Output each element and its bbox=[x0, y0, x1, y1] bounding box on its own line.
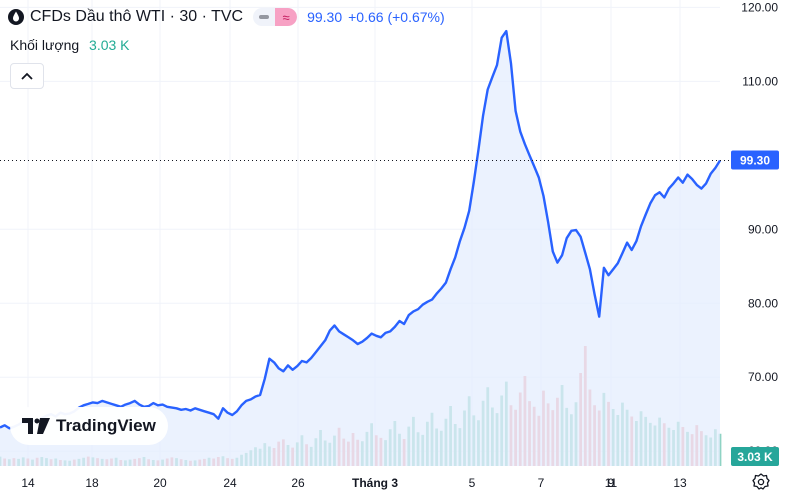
current-price: 99.30 bbox=[307, 9, 343, 25]
last-price-tag-bg bbox=[731, 150, 779, 170]
y-tick-label: 110.00 bbox=[742, 74, 778, 88]
volume-tag-bg bbox=[731, 447, 779, 466]
x-tick-label: 26 bbox=[291, 476, 305, 490]
x-tick-label: 5 bbox=[469, 476, 476, 490]
volume-tag-label: 3.03 K bbox=[737, 450, 773, 464]
last-price-tag-label: 99.30 bbox=[740, 154, 770, 168]
x-tick-label: 24 bbox=[223, 476, 237, 490]
indicator-toggle[interactable]: ≈ bbox=[253, 8, 298, 26]
x-tick-label: 7 bbox=[538, 476, 545, 490]
volume-tag: 3.03 K bbox=[731, 447, 779, 466]
price-change: +0.66 (+0.67%) bbox=[348, 9, 445, 25]
x-tick-label: 11 bbox=[605, 476, 618, 490]
oil-drop-icon bbox=[8, 9, 24, 25]
x-tick-label: 20 bbox=[153, 476, 167, 490]
time-axis[interactable]: 14 18 20 24 26 Tháng 3 5 7 911 13 bbox=[21, 476, 687, 490]
y-tick-label: 80.00 bbox=[748, 296, 778, 310]
volume-legend-value: 3.03 K bbox=[89, 37, 130, 53]
volume-legend: Khối lượng 3.03 K bbox=[10, 37, 130, 53]
x-tick-label: 18 bbox=[85, 476, 99, 490]
x-tick-label: 13 bbox=[673, 476, 687, 490]
y-tick-label: 120.00 bbox=[741, 0, 778, 14]
tradingview-logo-text: TradingView bbox=[56, 416, 156, 435]
price-series-line bbox=[0, 29, 722, 430]
x-tick-label: 9 bbox=[608, 476, 615, 490]
price-area-fill bbox=[0, 31, 720, 466]
y-tick-label: 90.00 bbox=[748, 222, 778, 236]
volume-legend-label[interactable]: Khối lượng bbox=[10, 37, 80, 53]
legend-header: CFDs Dầu thô WTI · 30 · TVC ≈ 99.30 +0.6… bbox=[8, 6, 445, 28]
x-tick-label: Tháng 3 bbox=[352, 476, 398, 490]
tradingview-logo[interactable]: TradingView bbox=[10, 407, 168, 445]
x-tick-label: 14 bbox=[21, 476, 35, 490]
gear-icon[interactable] bbox=[751, 472, 771, 492]
symbol-title[interactable]: CFDs Dầu thô WTI · 30 · TVC bbox=[30, 8, 244, 25]
collapse-legend-button[interactable] bbox=[10, 63, 44, 89]
last-price-tag: 99.30 bbox=[731, 150, 779, 170]
minus-icon[interactable] bbox=[253, 8, 275, 26]
y-tick-label: 70.00 bbox=[748, 370, 778, 384]
tradingview-logo-icon bbox=[22, 418, 50, 434]
wave-icon[interactable]: ≈ bbox=[275, 8, 298, 26]
chevron-up-icon bbox=[21, 72, 33, 80]
